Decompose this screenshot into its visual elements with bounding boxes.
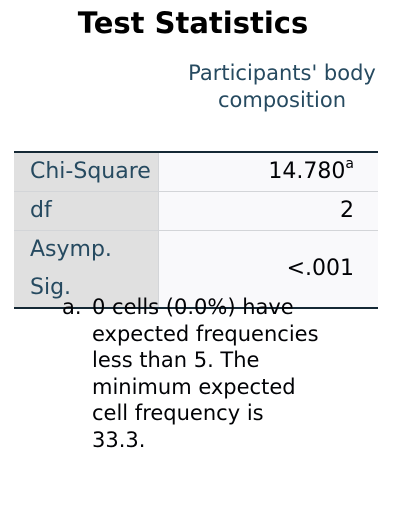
column-header: Participants' body composition xyxy=(187,60,377,113)
footnote-mark: a xyxy=(345,156,354,172)
cell-value-df: 2 xyxy=(158,192,378,231)
table-title: Test Statistics xyxy=(0,4,386,42)
row-label-df: df xyxy=(14,192,158,231)
footnote-text: 0 cells (0.0%) have expected frequencies… xyxy=(92,294,322,453)
cell-value-chi-square: 14.780a xyxy=(158,152,378,192)
chi-square-value: 14.780 xyxy=(268,159,345,184)
table-footnote: a. 0 cells (0.0%) have expected frequenc… xyxy=(62,294,362,453)
footnote-letter: a. xyxy=(62,294,82,321)
row-label-chi-square: Chi-Square xyxy=(14,152,158,192)
table-row-df: df 2 xyxy=(14,192,378,231)
table-row-chi-square: Chi-Square 14.780a xyxy=(14,152,378,192)
test-statistics-table: Chi-Square 14.780a df 2 Asymp. Sig. <.00… xyxy=(14,151,378,309)
